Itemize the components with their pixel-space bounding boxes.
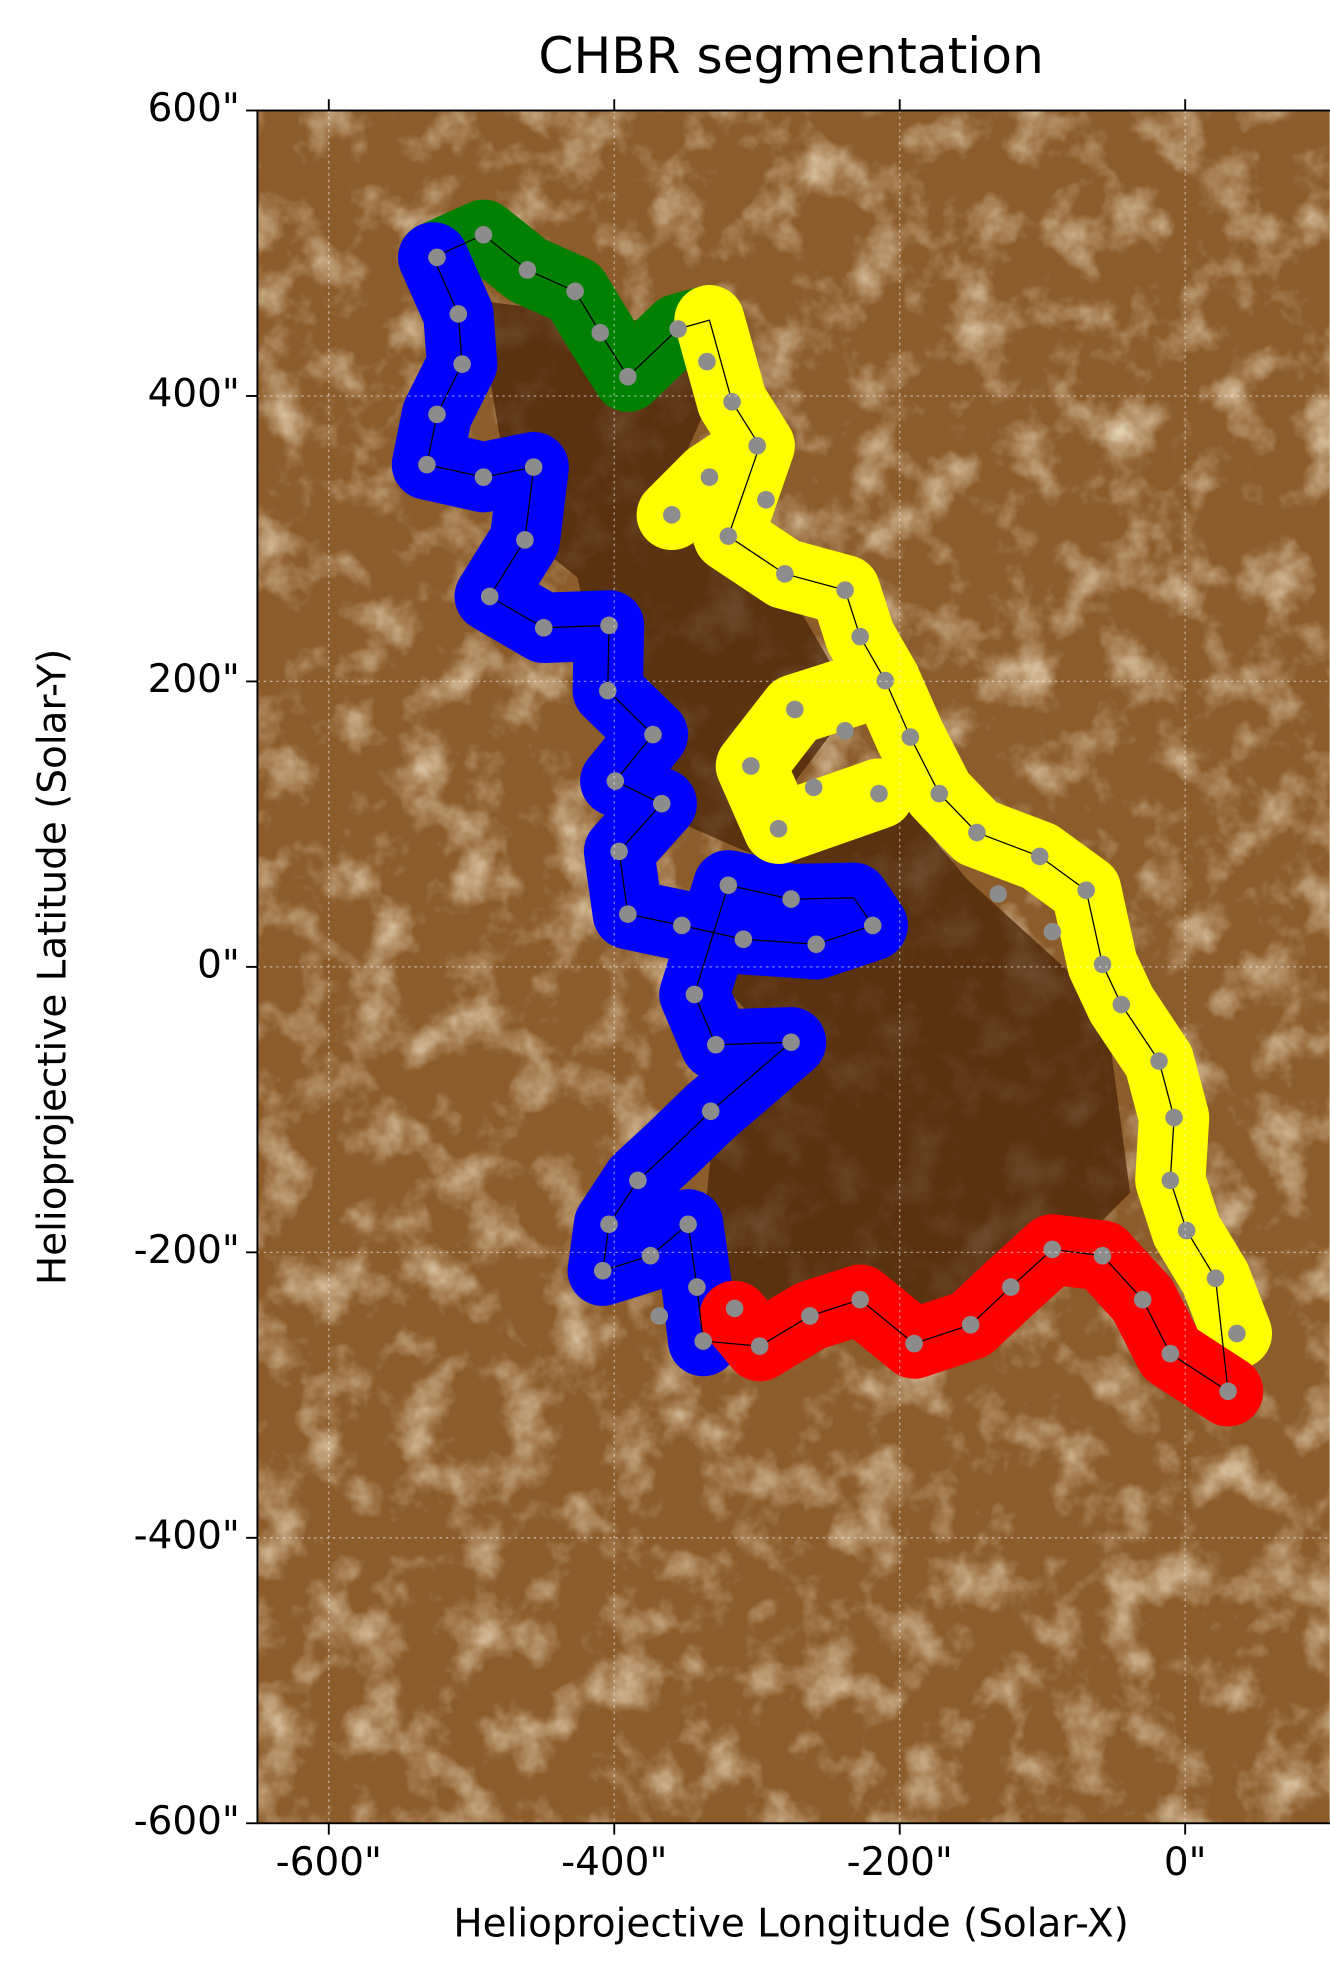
y-tick-label: 0"	[197, 942, 240, 987]
y-tick-label: -400"	[134, 1513, 240, 1558]
y-tick-label: 400"	[148, 371, 240, 416]
x-tick-label: -400"	[561, 1840, 667, 1885]
y-tick-label: -200"	[134, 1228, 240, 1273]
y-axis-label: Helioprojective Latitude (Solar-Y)	[30, 649, 75, 1285]
chart: CHBR segmentation -600" -400" -200" 0" -600"…	[0, 0, 1330, 1969]
x-tick-label: 0"	[1164, 1840, 1207, 1885]
x-tick-label: -600"	[276, 1840, 382, 1885]
chart-title: CHBR segmentation	[538, 26, 1043, 85]
y-tick-label: 600"	[148, 86, 240, 131]
y-tick-label: -600"	[134, 1799, 240, 1844]
x-tick-label: -200"	[847, 1840, 953, 1885]
x-axis-label: Helioprojective Longitude (Solar-X)	[453, 1901, 1128, 1946]
y-tick-label: 200"	[148, 657, 240, 702]
